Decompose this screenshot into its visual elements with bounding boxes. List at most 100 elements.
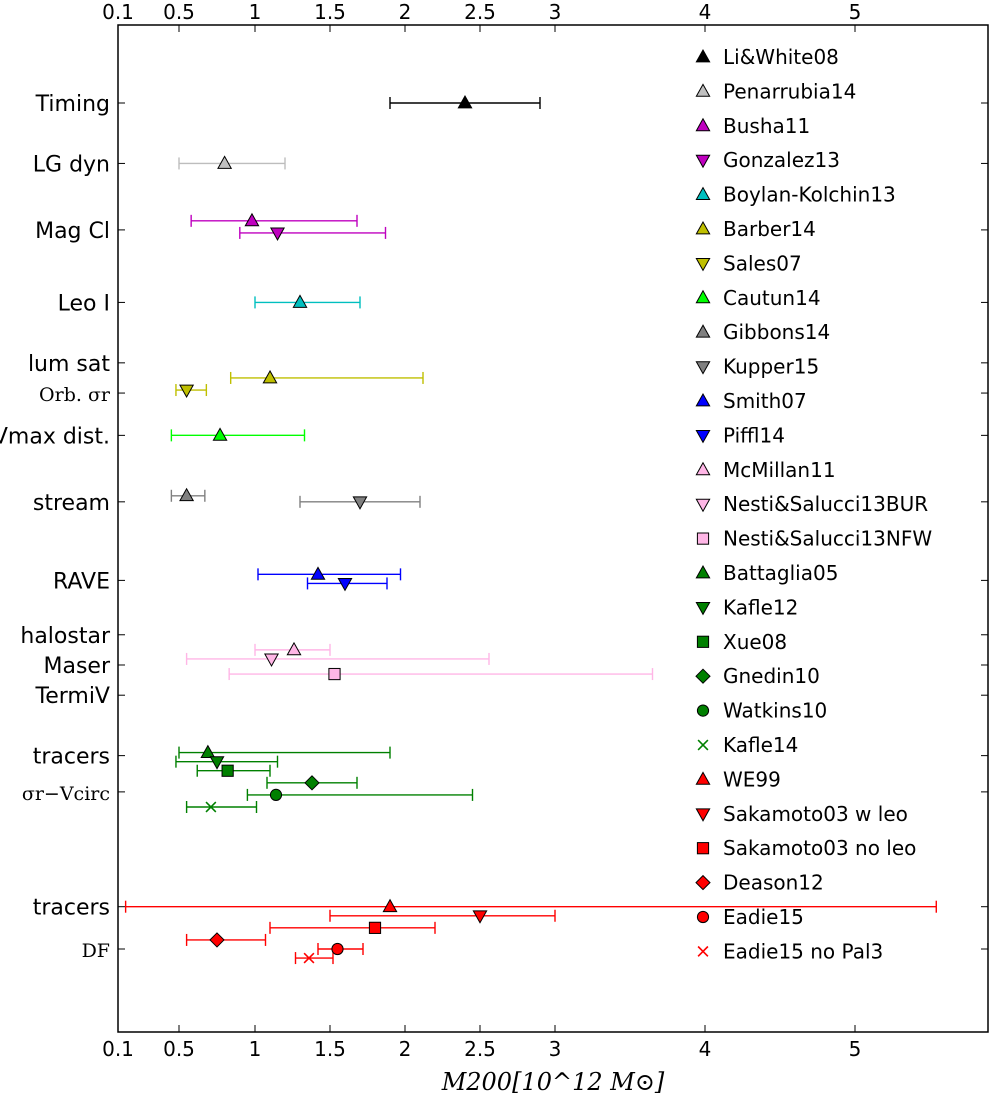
legend-marker-0	[695, 48, 711, 63]
error-bar-21	[124, 900, 937, 913]
data-point-23	[368, 921, 382, 934]
x-tick-label-bottom-7: 4	[699, 1037, 712, 1061]
data-point-21	[382, 898, 398, 913]
data-point-10	[310, 566, 326, 580]
legend-marker-14	[696, 532, 710, 545]
legend-label-14: Nesti&Salucci13NFW	[723, 527, 932, 551]
error-bar-16	[175, 755, 279, 768]
legend-label-22: Sakamoto03 w leo	[723, 802, 908, 826]
legend-label-20: Kafle14	[723, 733, 798, 757]
legend-label-15: Battaglia05	[723, 561, 838, 585]
legend-marker-1	[695, 83, 711, 97]
data-point-18	[304, 775, 320, 791]
category-label-1: LG dyn	[33, 152, 110, 177]
data-point-22	[472, 910, 488, 924]
error-bar-26	[294, 952, 334, 965]
data-point-13	[263, 653, 280, 667]
error-bar-22	[329, 909, 556, 922]
data-point-26	[303, 952, 315, 964]
category-label-14: tracers	[33, 896, 110, 921]
x-tick-label-bottom-8: 5	[849, 1037, 862, 1061]
legend-label-3: Gonzalez13	[723, 148, 840, 172]
category-label-4: lum sat	[28, 352, 110, 377]
legend-label-1: Penarrubia14	[723, 79, 856, 103]
error-bar-2	[190, 214, 358, 227]
legend-label-7: Cautun14	[723, 286, 821, 310]
x-tick-label-top-6: 3	[549, 0, 562, 24]
legend-marker-11	[695, 430, 711, 444]
error-bar-20	[185, 800, 258, 813]
legend-marker-13	[695, 498, 711, 513]
category-label-2: Mag Cl	[35, 219, 110, 244]
data-point-17	[221, 764, 234, 777]
error-bar-10	[257, 568, 402, 581]
legend-label-11: Piffl14	[723, 423, 785, 447]
x-tick-label-bottom-3: 1.5	[314, 1037, 346, 1061]
legend-marker-21	[695, 771, 711, 785]
category-label-8: RAVE	[53, 569, 110, 594]
legend-marker-20	[697, 739, 709, 751]
error-bar-7	[170, 429, 306, 442]
legend-label-0: Li&White08	[723, 45, 839, 69]
legend-marker-8	[695, 324, 711, 338]
error-bar-15	[178, 746, 391, 759]
data-point-2	[244, 212, 260, 227]
legend-label-6: Sales07	[723, 251, 802, 275]
data-point-12	[286, 641, 302, 656]
legend-label-10: Smith07	[723, 389, 807, 413]
legend-marker-4	[695, 186, 711, 200]
legend-label-5: Barber14	[723, 217, 816, 241]
data-point-11	[337, 578, 353, 592]
data-point-1	[217, 155, 233, 169]
legend-marker-17	[696, 635, 710, 648]
error-bar-3	[239, 226, 387, 239]
x-tick-label-top-0: 0.1	[102, 0, 134, 24]
category-label-13: σr−Vcirc	[22, 783, 110, 805]
data-point-16	[209, 756, 225, 770]
error-bar-14	[228, 668, 654, 681]
data-point-20	[205, 801, 217, 813]
category-label-7: stream	[33, 491, 110, 516]
legend-label-26: Eadie15 no Pal3	[723, 939, 883, 963]
legend-label-23: Sakamoto03 no leo	[723, 836, 916, 860]
x-tick-label-top-8: 5	[849, 0, 862, 24]
legend-label-8: Gibbons14	[723, 320, 830, 344]
x-tick-label-bottom-5: 2.5	[464, 1037, 496, 1061]
category-label-10: Maser	[43, 654, 110, 679]
x-tick-label-top-1: 0.5	[163, 0, 195, 24]
x-tick-label-bottom-6: 3	[549, 1037, 562, 1061]
legend-marker-5	[695, 220, 711, 235]
error-bar-19	[246, 788, 474, 801]
legend-label-2: Busha11	[723, 114, 810, 138]
legend-label-9: Kupper15	[723, 355, 819, 379]
data-point-9	[352, 496, 368, 510]
error-bar-5	[229, 371, 424, 384]
legend-marker-7	[695, 289, 711, 304]
legend-marker-18	[695, 668, 711, 684]
legend-label-18: Gnedin10	[723, 664, 820, 688]
plot-frame	[117, 24, 989, 1033]
x-tick-label-bottom-2: 1	[249, 1037, 262, 1061]
data-point-19	[269, 788, 283, 802]
category-label-9: halostar	[20, 624, 111, 649]
x-axis-title: M200[10^12 M⊙]	[441, 1068, 665, 1096]
error-bar-24	[185, 933, 267, 946]
category-label-11: TermiV	[35, 684, 111, 709]
error-bar-4	[254, 296, 361, 309]
legend-label-13: Nesti&Salucci13BUR	[723, 492, 928, 516]
data-point-4	[292, 294, 308, 308]
legend-label-19: Watkins10	[723, 699, 827, 723]
legend-marker-15	[695, 564, 711, 579]
error-bar-6	[175, 384, 208, 397]
data-point-7	[212, 427, 228, 441]
x-tick-label-top-3: 1.5	[314, 0, 346, 24]
legend-label-16: Kafle12	[723, 595, 798, 619]
legend-label-4: Boylan-Kolchin13	[723, 183, 896, 207]
x-tick-label-bottom-4: 2	[399, 1037, 412, 1061]
category-label-5: Orb. σr	[39, 384, 111, 406]
x-tick-label-bottom-0: 0.1	[102, 1037, 134, 1061]
data-point-0	[457, 94, 473, 109]
data-point-14	[328, 667, 341, 681]
legend-marker-26	[697, 945, 709, 957]
